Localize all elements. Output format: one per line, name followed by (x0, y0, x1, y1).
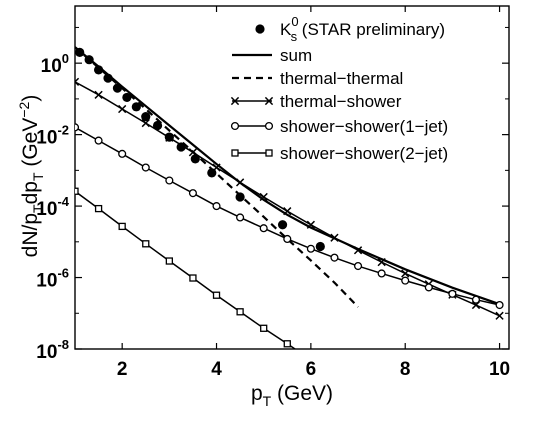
data-point-3-3 (141, 118, 150, 128)
data-point-4-12 (353, 261, 363, 271)
data-point-4-4 (165, 176, 174, 185)
legend-item-3: thermal−shower (230, 92, 402, 111)
series-4 (75, 123, 504, 310)
legend-marker-start-5 (231, 149, 239, 157)
series-line-5 (75, 190, 297, 349)
y-tick-label-2: 10-4 (36, 194, 69, 220)
data-point-4-18 (495, 300, 504, 310)
data-point-3-6 (212, 163, 221, 172)
data-point-0-6 (131, 102, 141, 112)
data-point-4-0 (75, 123, 80, 132)
y-axis-label: dN/pTdpT (GeV−2) (16, 95, 46, 258)
data-point-0-15 (315, 241, 325, 252)
legend-label-5: shower−shower(2−jet) (280, 144, 448, 163)
x-axis-label: pT (GeV) (251, 382, 333, 409)
data-point-5-8 (260, 324, 268, 332)
data-point-4-11 (330, 253, 339, 262)
y-tick-label-0: 100 (41, 51, 69, 77)
data-point-0-14 (277, 220, 288, 230)
data-point-3-12 (353, 246, 363, 255)
data-point-3-4 (165, 133, 174, 142)
legend-marker-start-3 (230, 96, 240, 106)
data-point-3-10 (306, 220, 316, 229)
series-2 (75, 46, 359, 308)
series-5 (75, 187, 337, 377)
legend-item-5: shower−shower(2−jet) (231, 144, 448, 163)
x-tick-label-1: 4 (211, 359, 222, 380)
data-point-3-8 (259, 192, 268, 202)
data-point-5-4 (165, 257, 173, 265)
legend-item-4: shower−shower(1−jet) (230, 117, 448, 136)
data-point-4-1 (94, 136, 103, 145)
data-point-4-5 (188, 189, 197, 198)
y-tick-label-4: 10-8 (36, 337, 69, 363)
x-tick-label-2: 6 (306, 359, 317, 380)
legend: K0 s (STAR preliminary) sum thermal−thermal… (230, 14, 448, 163)
legend-item-2: thermal−thermal (232, 69, 403, 88)
legend-label-2: thermal−thermal (280, 69, 403, 88)
data-point-5-7 (236, 308, 244, 316)
data-point-3-18 (495, 311, 504, 320)
data-point-4-14 (401, 276, 410, 285)
data-point-4-13 (377, 269, 386, 278)
plot-frame (74, 5, 510, 350)
legend-marker-end-4 (264, 121, 274, 131)
legend-label-3: thermal−shower (280, 92, 402, 111)
legend-label-0: K0 s (STAR preliminary) (280, 14, 445, 44)
data-point-0-11 (190, 154, 200, 164)
data-point-3-0 (75, 77, 80, 86)
series-line-2 (75, 46, 359, 308)
data-point-4-15 (424, 283, 433, 292)
legend-label-1: sum (280, 46, 312, 65)
data-point-5-1 (94, 204, 103, 213)
data-point-5-9 (283, 340, 291, 348)
data-point-4-16 (448, 289, 457, 298)
data-point-3-11 (330, 233, 339, 242)
data-point-5-0 (75, 187, 79, 195)
legend-item-1: sum (232, 46, 312, 65)
x-tick-label-0: 2 (117, 359, 128, 380)
legend-marker-0 (255, 24, 265, 34)
data-point-5-3 (142, 240, 150, 248)
legend-marker-end-5 (265, 149, 273, 157)
data-point-4-2 (118, 149, 127, 158)
data-point-4-3 (141, 163, 150, 172)
data-point-4-9 (283, 234, 292, 244)
data-point-4-17 (471, 295, 481, 304)
data-point-3-9 (283, 207, 292, 216)
plot-area (75, 46, 504, 377)
data-point-5-11 (331, 371, 337, 377)
data-point-4-8 (259, 224, 268, 233)
axis-ticks: 2 4 6 8 10 100 10-2 10-4 10-6 10-8 (36, 6, 510, 380)
data-point-3-13 (377, 257, 386, 267)
data-point-4-7 (236, 213, 245, 222)
data-point-4-6 (212, 202, 221, 211)
legend-marker-end-3 (264, 96, 274, 106)
data-point-5-5 (189, 274, 197, 282)
data-point-0-7 (141, 111, 151, 122)
data-point-5-2 (118, 222, 126, 231)
y-tick-label-1: 10-2 (36, 123, 69, 149)
legend-marker-start-4 (230, 121, 240, 131)
x-tick-label-4: 10 (489, 359, 510, 380)
data-point-3-7 (235, 178, 245, 187)
legend-item-0: K0 s (STAR preliminary) (255, 14, 445, 44)
data-point-3-14 (401, 269, 410, 278)
y-tick-label-3: 10-6 (36, 266, 69, 292)
data-point-5-6 (212, 291, 221, 299)
data-point-3-1 (94, 90, 103, 99)
data-point-4-10 (306, 244, 315, 253)
legend-label-4: shower−shower(1−jet) (280, 117, 448, 136)
data-point-3-2 (118, 104, 127, 114)
x-tick-label-3: 8 (400, 359, 411, 380)
data-point-3-5 (188, 148, 198, 157)
